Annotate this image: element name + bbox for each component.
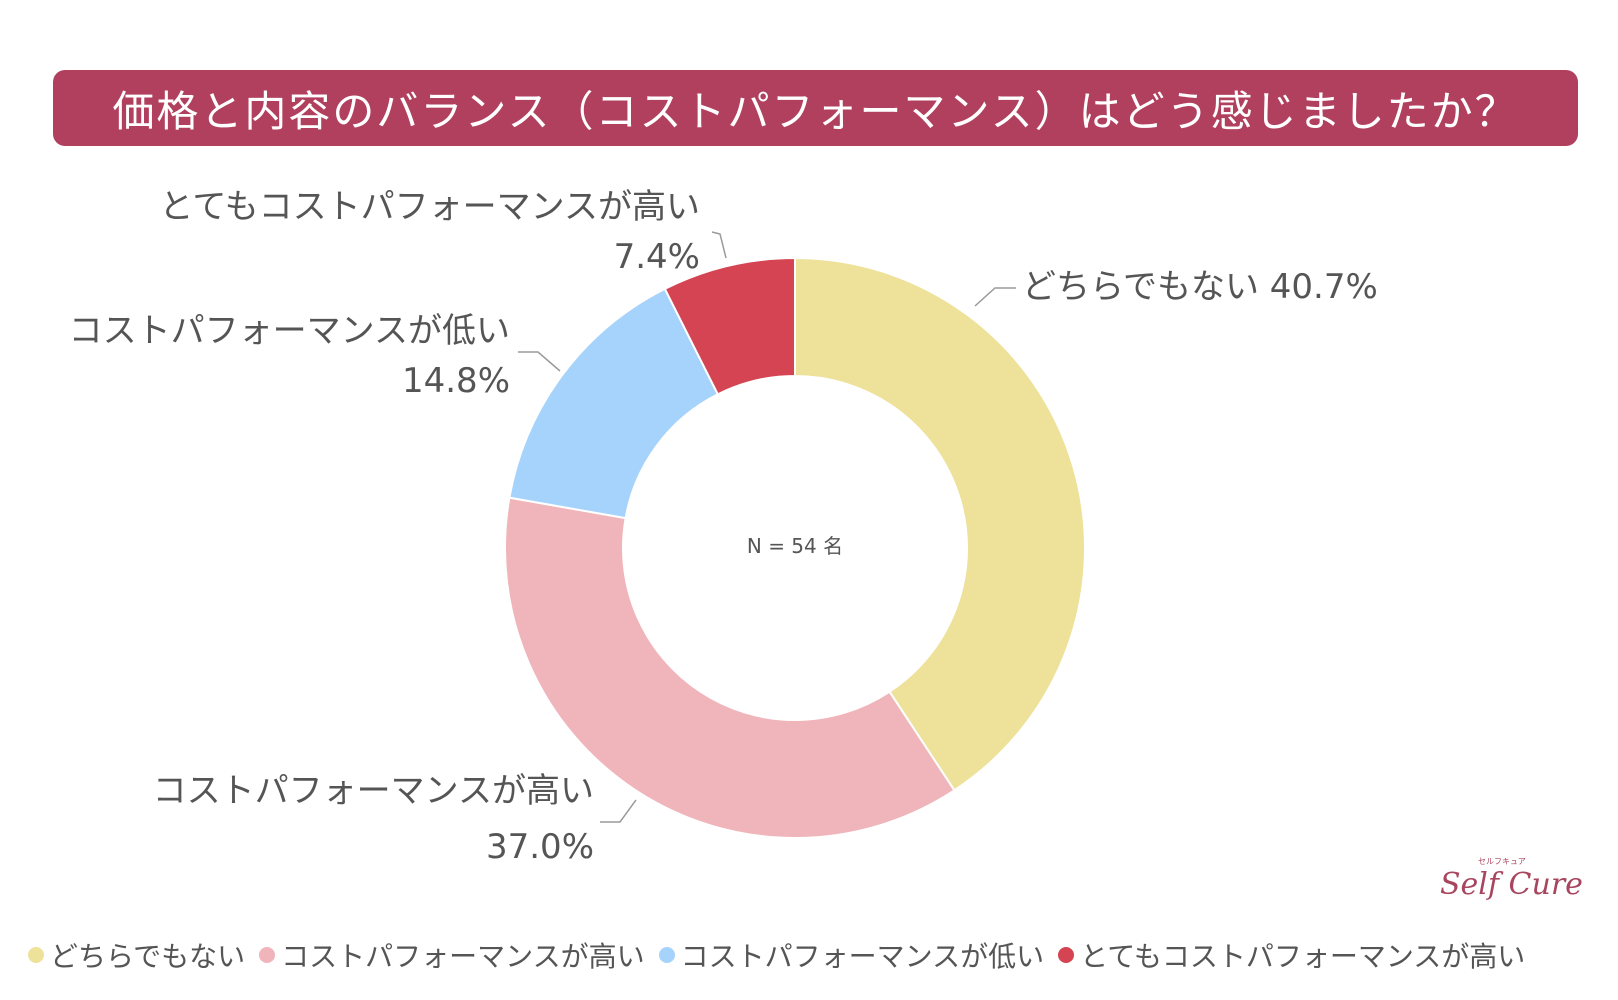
legend-label: とてもコストパフォーマンスが高い	[1080, 940, 1526, 973]
legend-swatch	[658, 947, 675, 963]
chart-legend: どちらでもない コストパフォーマンスが高い コストパフォーマンスが低い とてもコストパ…	[28, 935, 1539, 975]
legend-label: コストパフォーマンスが高い	[281, 940, 645, 973]
leader-line	[711, 231, 727, 259]
chart-title: 価格と内容のバランス（コストパフォーマンス）はどう感じましたか？	[112, 86, 1519, 136]
leader-line	[974, 287, 1016, 307]
logo-text: Self Cure	[1440, 867, 1583, 902]
legend-item: どちらでもない	[28, 935, 245, 975]
chart-slice-labels: どちらでもない 40.7% コストパフォーマンスが高い 37.0% コストパフォーマン…	[69, 187, 1378, 867]
donut-slice	[508, 287, 720, 520]
chart-slices	[504, 256, 1086, 839]
leader-line	[518, 351, 561, 372]
slice-label-name: コストパフォーマンスが低い	[69, 311, 510, 351]
legend-swatch	[1058, 947, 1075, 963]
donut-slice	[663, 256, 796, 396]
donut-slice	[504, 496, 956, 839]
title-banner: 価格と内容のバランス（コストパフォーマンス）はどう感じましたか？	[53, 70, 1578, 146]
slice-label-value: 37.0%	[486, 827, 594, 867]
legend-item: コストパフォーマンスが低い	[658, 935, 1045, 975]
slice-label-name: とてもコストパフォーマンスが高い	[159, 187, 700, 227]
slice-label-value: 7.4%	[614, 237, 700, 277]
donut-slice	[794, 256, 1086, 792]
legend-label: コストパフォーマンスが低い	[680, 940, 1045, 973]
leader-line	[600, 799, 637, 823]
legend-swatch	[28, 947, 44, 963]
slice-label-value: 14.8%	[402, 361, 510, 401]
logo-ruby: セルフキュア	[1478, 857, 1526, 866]
legend-swatch	[259, 947, 276, 963]
legend-item: コストパフォーマンスが高い	[259, 935, 645, 975]
chart-leader-lines	[518, 231, 1016, 823]
legend-item: とてもコストパフォーマンスが高い	[1058, 935, 1525, 975]
legend-label: どちらでもない	[50, 940, 246, 973]
center-label: N = 54 名	[747, 534, 843, 558]
slice-label-name: コストパフォーマンスが高い	[153, 771, 594, 811]
self-cure-logo: セルフキュア Self Cure	[1440, 857, 1583, 902]
slice-label: どちらでもない 40.7%	[1022, 267, 1378, 307]
